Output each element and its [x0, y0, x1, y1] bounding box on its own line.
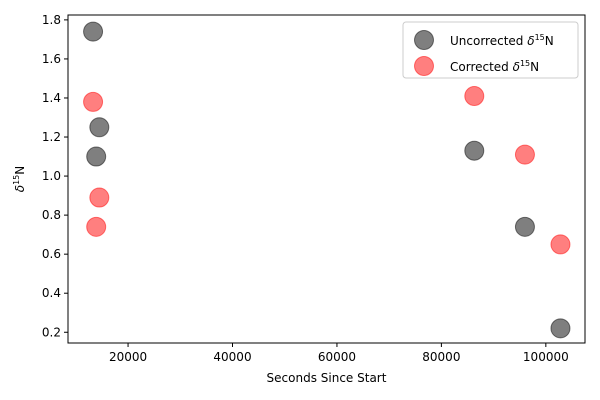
x-tick-label: 100000 [523, 350, 569, 364]
corrected-point [550, 234, 571, 255]
y-tick-label: 1.0 [42, 169, 61, 183]
corrected-point [89, 187, 110, 208]
x-tick-label: 60000 [318, 350, 356, 364]
x-tick-label: 80000 [422, 350, 460, 364]
marks-layer [83, 21, 571, 339]
legend: Uncorrected δ15N Corrected δ15N [402, 21, 579, 79]
x-tick-label: 40000 [213, 350, 251, 364]
corrected-point [464, 86, 485, 107]
uncorrected-point [514, 216, 535, 237]
x-axis-label: Seconds Since Start [267, 371, 387, 385]
plot-frame [67, 14, 586, 344]
y-tick-label: 1.4 [42, 91, 61, 105]
y-axis: 0.2 0.4 0.6 0.8 1.0 1.2 1.4 1.6 1.8 [42, 13, 68, 339]
legend-label-corrected: Corrected δ15N [450, 59, 539, 74]
y-tick-label: 1.8 [42, 13, 61, 27]
uncorrected-point [89, 117, 110, 138]
legend-label-uncorrected: Uncorrected δ15N [450, 33, 554, 48]
x-tick-label: 20000 [109, 350, 147, 364]
uncorrected-point [86, 146, 107, 167]
corrected-point [86, 216, 107, 237]
y-tick-label: 1.2 [42, 130, 61, 144]
y-tick-label: 0.4 [42, 286, 61, 300]
uncorrected-point [83, 21, 104, 42]
legend-box [402, 21, 579, 79]
y-tick-label: 0.8 [42, 208, 61, 222]
legend-marker-uncorrected [414, 30, 434, 50]
uncorrected-point [550, 318, 571, 339]
y-axis-label: δ15N [12, 166, 27, 193]
x-axis: 20000 40000 60000 80000 100000 [109, 343, 569, 364]
y-tick-label: 0.2 [42, 325, 61, 339]
axes-layer [67, 14, 586, 344]
y-tick-label: 1.6 [42, 52, 61, 66]
corrected-point [83, 91, 104, 112]
uncorrected-point [464, 140, 485, 161]
legend-marker-corrected [414, 56, 434, 76]
corrected-point [514, 144, 535, 165]
y-tick-label: 0.6 [42, 247, 61, 261]
